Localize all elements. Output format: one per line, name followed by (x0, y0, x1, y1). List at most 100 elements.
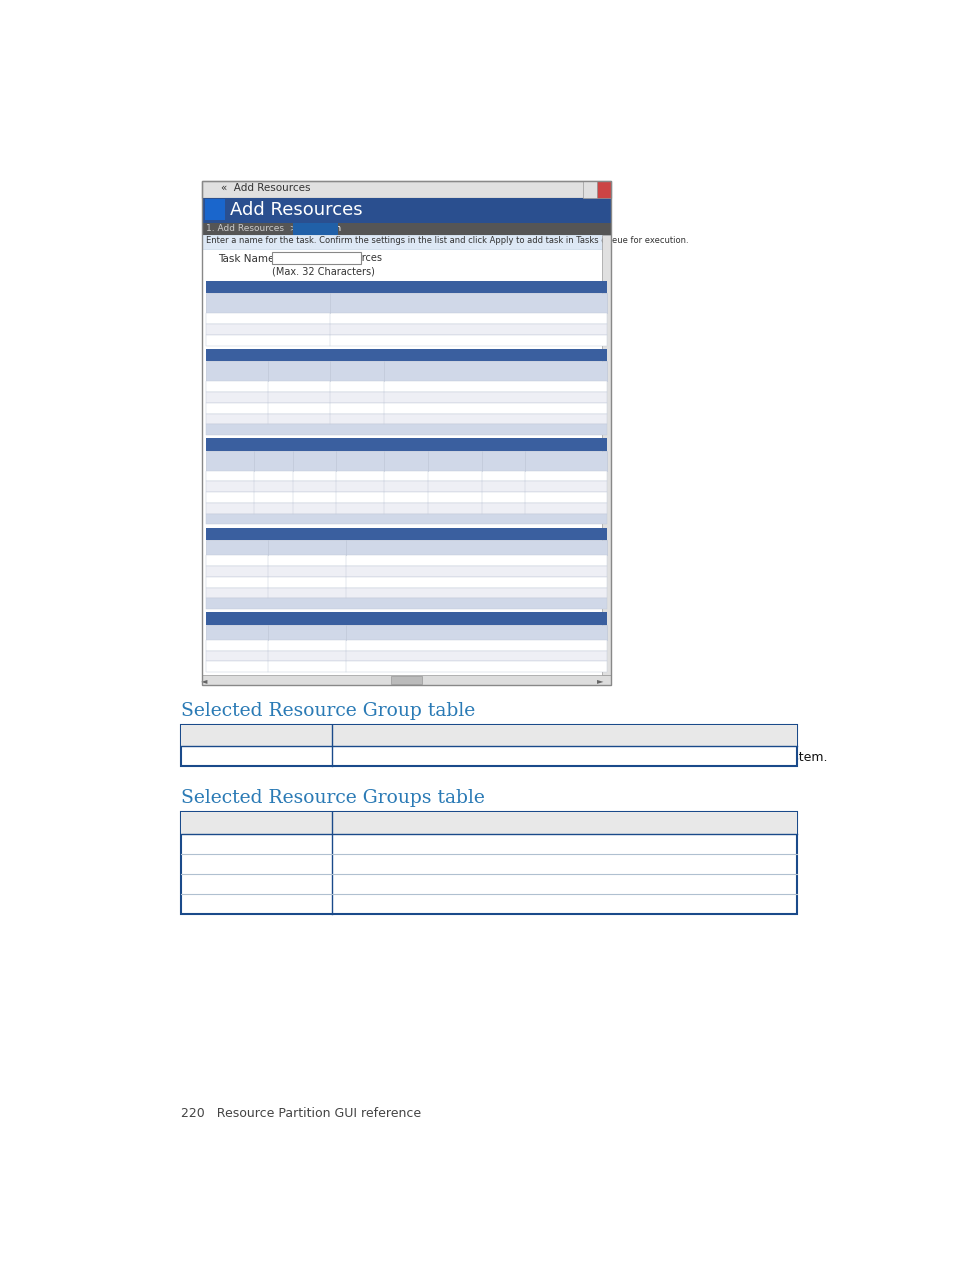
Bar (206, 438, 607, 450)
Text: Selected Resource Groups table: Selected Resource Groups table (181, 789, 485, 807)
Text: Capacity: Capacity (386, 452, 423, 461)
Bar (206, 527, 607, 540)
Text: One or more parity group identifiers to be added to the resource group.: One or more parity group identifiers to … (338, 839, 787, 852)
Text: -: - (484, 472, 487, 480)
Bar (206, 425, 607, 435)
Text: CL7-B: CL7-B (208, 641, 234, 649)
Bar (181, 724, 797, 746)
Bar (206, 361, 607, 381)
Text: Provisioning
Type: Provisioning Type (430, 452, 480, 472)
Text: Capacity: Capacity (187, 859, 242, 872)
Bar (206, 639, 607, 651)
Text: Total number of selected parity groups.: Total number of selected parity groups. (338, 899, 584, 911)
Text: RSG10 (4): RSG10 (4) (208, 314, 254, 323)
Text: Ⓡ: Ⓡ (210, 201, 220, 219)
Bar (206, 470, 607, 482)
Bar (206, 381, 607, 391)
Bar (582, 180, 596, 198)
Bar (206, 314, 607, 324)
Bar (206, 413, 607, 425)
Text: Enter a name for the task. Confirm the settings in the list and click Apply to a: Enter a name for the task. Confirm the s… (206, 236, 688, 245)
Bar (206, 555, 607, 566)
Text: Parity
Group ID: Parity Group ID (294, 452, 333, 472)
Text: Port ID: Port ID (208, 541, 236, 550)
Text: 1: 1 (332, 393, 337, 402)
Text: Attribute: Attribute (484, 452, 521, 461)
Text: 8.00 GB: 8.00 GB (386, 472, 422, 480)
Text: E1-5: E1-5 (208, 393, 229, 402)
Text: 220   Resource Partition GUI reference: 220 Resource Partition GUI reference (181, 1107, 421, 1120)
Text: Item: Item (187, 730, 221, 744)
Text: 8.00 GB: 8.00 GB (386, 482, 422, 491)
Text: 2-1: 2-1 (294, 482, 310, 491)
Text: Total:  2: Total: 2 (210, 515, 248, 525)
Text: Total: Total (187, 899, 216, 911)
Text: Selected Ports: Selected Ports (210, 529, 284, 539)
Text: Add Resources: Add Resources (230, 201, 362, 219)
Bar (206, 348, 607, 361)
Text: Attribute: Attribute (270, 541, 307, 550)
Text: CL8-A: CL8-A (208, 555, 234, 566)
Text: Number of LDEVs in each parity group.: Number of LDEVs in each parity group. (338, 878, 582, 892)
Text: -: - (527, 472, 531, 480)
Text: ►: ► (597, 676, 603, 685)
Bar (202, 198, 611, 222)
Text: 1: 1 (332, 383, 337, 391)
Bar (206, 492, 607, 503)
Text: E1-4: E1-4 (208, 383, 229, 391)
Bar (181, 812, 797, 834)
Bar (202, 675, 611, 685)
Bar (206, 336, 607, 346)
Text: Total:  1: Total: 1 (210, 600, 248, 610)
Text: X: X (600, 184, 607, 194)
Text: -: - (338, 482, 341, 491)
Text: 00:00:16: 00:00:16 (208, 472, 249, 480)
Bar (272, 252, 360, 264)
Text: Name and identifier of the resource group to be added to the storage system.: Name and identifier of the resource grou… (338, 751, 827, 764)
Text: E1-10: E1-10 (294, 472, 321, 480)
Text: Journal
Group ID: Journal Group ID (527, 452, 564, 472)
Bar (206, 566, 607, 577)
Bar (206, 540, 607, 555)
Bar (181, 812, 797, 914)
Text: 00:00:17: 00:00:17 (208, 482, 249, 491)
Bar (206, 624, 607, 639)
Text: LDEV
Name: LDEV Name (256, 452, 281, 472)
Bar (206, 661, 607, 672)
Text: Selected Host Groups: Selected Host Groups (210, 614, 322, 624)
Text: Description: Description (338, 817, 424, 831)
Text: Number of LDEVs: Number of LDEVs (187, 878, 297, 892)
Text: External: External (270, 555, 308, 566)
Text: —: — (584, 184, 594, 194)
Bar (596, 180, 611, 198)
Text: Port ID: Port ID (208, 627, 236, 636)
Text: Resource Group Name (ID): Resource Group Name (ID) (187, 751, 355, 764)
Text: 1749: 1749 (256, 482, 279, 491)
Text: -: - (527, 482, 531, 491)
Bar (206, 513, 607, 525)
Text: Item: Item (187, 817, 221, 831)
Bar (391, 676, 422, 684)
Bar (181, 724, 797, 766)
Bar (202, 222, 611, 235)
Bar (206, 403, 607, 413)
Text: Capacity of each parity group.: Capacity of each parity group. (338, 859, 528, 872)
Text: 1. Add Resources  >: 1. Add Resources > (206, 224, 303, 233)
Bar (206, 450, 607, 470)
Text: Selected LDEVs: Selected LDEVs (210, 440, 291, 450)
Bar (206, 599, 607, 609)
Text: -(F3): -(F3) (270, 641, 292, 649)
Bar (206, 651, 607, 661)
Text: Task Name:: Task Name: (217, 254, 277, 264)
Bar (206, 324, 607, 336)
Text: Number
of LDEVs: Number of LDEVs (332, 362, 369, 383)
Text: Resource Group
Name (ID): Resource Group Name (ID) (208, 295, 275, 314)
Bar (202, 235, 611, 249)
Text: LDEV ID: LDEV ID (208, 452, 242, 461)
Bar (206, 587, 607, 599)
Bar (601, 235, 611, 675)
Bar (206, 613, 607, 624)
Bar (293, 222, 337, 235)
Bar (206, 503, 607, 513)
Text: (Max. 32 Characters): (Max. 32 Characters) (272, 267, 375, 277)
